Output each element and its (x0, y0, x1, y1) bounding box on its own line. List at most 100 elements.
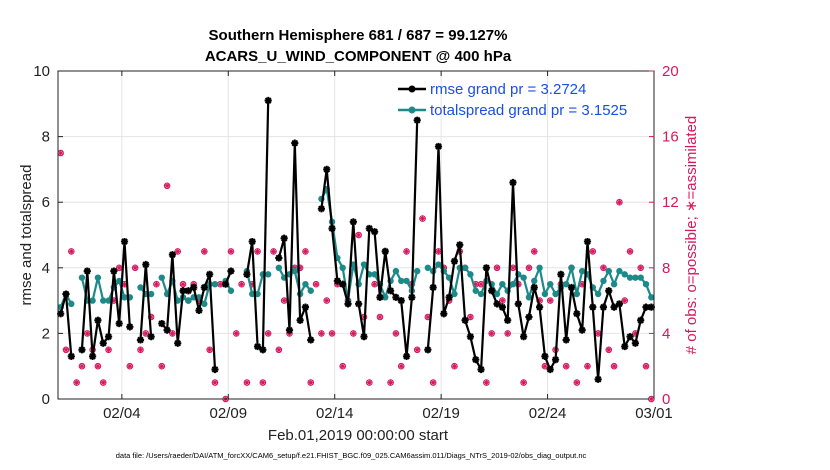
y-right-tick-label: 16 (662, 129, 679, 146)
obs-assimilated-marker (169, 330, 176, 336)
rmse-point (365, 224, 373, 233)
obs-assimilated-marker (260, 380, 266, 386)
totalspread-point (520, 274, 527, 281)
obs-possible-marker (169, 330, 176, 337)
obs-possible-marker (403, 248, 410, 255)
obs-assimilated-marker (68, 248, 74, 254)
rmse-point (557, 270, 565, 278)
y-right-tick-label: 12 (662, 194, 679, 211)
rmse-point (317, 205, 326, 213)
rmse-point (605, 287, 613, 295)
obs-assimilated-marker (473, 281, 479, 287)
rmse-point (520, 333, 528, 341)
totalspread-point (403, 277, 410, 285)
obs-possible-marker (147, 313, 155, 321)
obs-possible-marker (530, 248, 538, 255)
rmse-point (631, 339, 639, 347)
rmse-point (525, 313, 533, 321)
totalspread-point (360, 261, 368, 268)
rmse-point (551, 356, 560, 364)
obs-assimilated-marker (398, 363, 404, 369)
rmse-point (482, 264, 490, 272)
totalspread-point (371, 271, 378, 278)
obs-assimilated-marker (201, 248, 207, 254)
obs-assimilated-marker (521, 380, 527, 386)
obs-possible-marker (254, 248, 261, 255)
obs-assimilated-marker (563, 363, 569, 369)
obs-possible-marker (83, 330, 91, 337)
rmse-point (514, 300, 522, 308)
totalspread-point (509, 281, 517, 288)
obs-possible-marker (201, 248, 208, 255)
rmse-point (376, 293, 384, 301)
obs-possible-marker (323, 297, 331, 304)
totalspread-point (616, 267, 623, 275)
rmse-point (386, 287, 395, 295)
totalspread-point (594, 290, 602, 298)
rmse-point (647, 303, 655, 311)
obs-assimilated-marker (441, 265, 447, 271)
totalspread-point (552, 290, 559, 298)
totalspread-point (89, 297, 96, 304)
obs-assimilated-marker (159, 363, 165, 369)
obs-assimilated-marker (632, 330, 638, 336)
obs-possible-marker (328, 330, 336, 337)
obs-assimilated-marker (265, 330, 271, 336)
obs-possible-marker (562, 362, 570, 370)
obs-assimilated-marker (419, 216, 426, 222)
obs-assimilated-marker (467, 314, 474, 320)
totalspread-point (435, 261, 442, 268)
obs-assimilated-marker (622, 298, 628, 304)
obs-assimilated-marker (95, 363, 101, 369)
totalspread-point (531, 277, 538, 285)
obs-assimilated-marker (590, 248, 596, 254)
rmse-point (307, 336, 315, 344)
rmse-point (291, 139, 299, 147)
obs-assimilated-marker (244, 380, 250, 386)
obs-possible-marker (275, 346, 283, 354)
rmse-point (360, 333, 368, 341)
rmse-point (429, 283, 437, 292)
obs-assimilated-marker (111, 298, 117, 304)
totalspread-point (648, 294, 655, 301)
obs-possible-marker (94, 362, 102, 370)
obs-assimilated-marker (116, 265, 122, 271)
obs-assimilated-marker (254, 248, 261, 254)
obs-assimilated-marker (451, 363, 458, 369)
obs-assimilated-marker (595, 330, 601, 336)
obs-possible-marker (158, 362, 166, 370)
obs-possible-marker (99, 379, 107, 386)
obs-assimilated-marker (164, 183, 170, 189)
obs-possible-marker (413, 346, 421, 354)
obs-assimilated-marker (478, 281, 484, 287)
rmse-point (115, 319, 123, 328)
totalspread-point (78, 274, 86, 281)
obs-possible-marker (243, 379, 251, 386)
rmse-point (333, 277, 341, 285)
obs-possible-marker (573, 379, 581, 386)
obs-assimilated-marker (79, 363, 85, 369)
obs-possible-marker (163, 182, 171, 190)
obs-assimilated-marker (196, 298, 202, 304)
totalspread-point (547, 281, 554, 288)
obs-assimilated-marker (350, 330, 356, 336)
y-right-tick-label: 4 (662, 325, 670, 342)
obs-assimilated-marker (372, 281, 378, 287)
totalspread-point (568, 264, 575, 271)
rmse-point (184, 287, 192, 295)
y-right-tick-label: 0 (662, 391, 670, 408)
x-tick-label: 03/01 (635, 405, 673, 422)
y-axis-left: 0 2 4 6 8 10 (33, 63, 63, 408)
rmse-point (280, 234, 288, 242)
obs-possible-marker (350, 330, 357, 337)
rmse-point (206, 270, 214, 278)
rmse-point (461, 316, 469, 324)
obs-possible-marker (499, 297, 506, 304)
totalspread-point (424, 264, 432, 271)
obs-possible-marker (339, 362, 346, 370)
obs-possible-marker (387, 379, 394, 386)
y-axis-left-label: rmse and totalspread (18, 165, 35, 306)
obs-possible-marker (589, 248, 597, 255)
rmse-point (243, 270, 251, 278)
obs-assimilated-marker (313, 281, 319, 287)
